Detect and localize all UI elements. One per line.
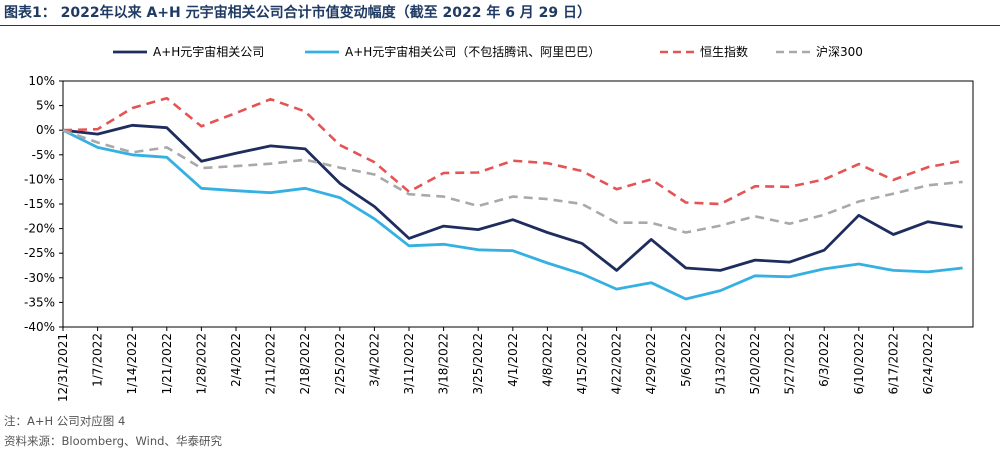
y-tick-label: -35% (24, 295, 55, 309)
x-tick-label: 3/4/2022 (367, 333, 381, 387)
series-line-4 (62, 128, 963, 234)
y-tick-label: 5% (36, 99, 55, 113)
x-tick-label: 5/13/2022 (713, 333, 727, 395)
axes: 10% 5% 0% -5% -10% -15% -20% -25% -30% -35% -40%12… (24, 74, 974, 402)
y-tick-label: -5% (32, 148, 55, 162)
y-tick-label: -30% (24, 271, 55, 285)
x-tick-label: 4/29/2022 (644, 333, 658, 395)
legend-label-4: 沪深300 (816, 45, 863, 59)
y-tick-label: -40% (24, 320, 55, 334)
legend-label-2: A+H元宇宙相关公司（不包括腾讯、阿里巴巴） (345, 44, 600, 59)
series-line-3 (62, 96, 963, 206)
x-tick-label: 3/25/2022 (471, 333, 485, 395)
x-tick-label: 4/1/2022 (506, 333, 520, 387)
footnote: 注：A+H 公司对应图 4 (4, 414, 126, 428)
x-tick-label: 12/31/2021 (56, 333, 70, 402)
y-tick-label: -10% (24, 172, 55, 186)
x-tick-label: 6/10/2022 (852, 333, 866, 395)
series-line-1 (62, 123, 963, 272)
x-tick-label: 6/24/2022 (921, 333, 935, 395)
x-tick-label: 2/11/2022 (264, 333, 278, 395)
x-tick-label: 1/7/2022 (91, 333, 105, 387)
series-group (62, 96, 963, 301)
legend: A+H元宇宙相关公司 A+H元宇宙相关公司（不包括腾讯、阿里巴巴） 恒生指数 沪深30… (113, 44, 863, 59)
y-tick-label: 0% (36, 123, 55, 137)
x-tick-label: 1/21/2022 (160, 333, 174, 395)
x-tick-label: 2/25/2022 (333, 333, 347, 395)
source-note: 资料来源：Bloomberg、Wind、华泰研究 (4, 434, 222, 448)
x-tick-label: 1/14/2022 (125, 333, 139, 395)
y-tick-label: 10% (28, 74, 55, 88)
x-tick-label: 5/20/2022 (748, 333, 762, 395)
x-tick-label: 3/11/2022 (402, 333, 416, 395)
legend-label-3: 恒生指数 (700, 44, 748, 59)
plot-frame (62, 80, 974, 328)
x-tick-label: 4/8/2022 (540, 333, 554, 387)
y-tick-label: -15% (24, 197, 55, 211)
x-tick-label: 1/28/2022 (194, 333, 208, 395)
x-tick-label: 5/6/2022 (679, 333, 693, 387)
x-tick-label: 2/18/2022 (298, 333, 312, 395)
x-tick-label: 6/3/2022 (817, 333, 831, 387)
legend-label-1: A+H元宇宙相关公司 (153, 44, 264, 59)
x-tick-label: 6/17/2022 (886, 333, 900, 395)
x-tick-label: 2/4/2022 (229, 333, 243, 387)
x-tick-label: 4/22/2022 (610, 333, 624, 395)
y-tick-label: -25% (24, 246, 55, 260)
x-tick-label: 3/18/2022 (437, 333, 451, 395)
chart-title: 图表1： 2022年以来 A+H 元宇宙相关公司合计市值变动幅度（截至 2022… (0, 0, 1000, 26)
x-tick-label: 4/15/2022 (575, 333, 589, 395)
line-chart: A+H元宇宙相关公司 A+H元宇宙相关公司（不包括腾讯、阿里巴巴） 恒生指数 沪深30… (24, 44, 974, 402)
x-tick-label: 5/27/2022 (783, 333, 797, 395)
series-line-2 (62, 128, 963, 301)
y-tick-label: -20% (24, 222, 55, 236)
